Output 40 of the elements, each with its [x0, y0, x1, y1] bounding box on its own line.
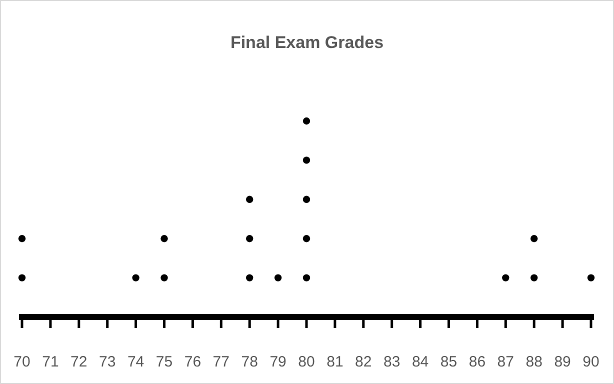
- point: [18, 274, 26, 282]
- x-tick-label: 90: [582, 354, 600, 371]
- x-tick-label: 79: [270, 354, 286, 371]
- point: [302, 274, 310, 282]
- point: [160, 274, 168, 282]
- point: [302, 235, 310, 242]
- x-tick-label: 83: [384, 354, 400, 371]
- point: [246, 196, 254, 203]
- x-tick-label: 80: [298, 354, 315, 371]
- x-tick-label: 81: [326, 354, 344, 371]
- point: [274, 274, 282, 282]
- x-tick-label: 82: [355, 354, 372, 371]
- x-tick-label: 77: [212, 354, 230, 371]
- x-tick-label: 88: [526, 354, 542, 371]
- x-tick-label: 73: [99, 354, 116, 371]
- point: [160, 235, 168, 242]
- point: [502, 274, 510, 282]
- point: [246, 274, 254, 282]
- point: [530, 274, 538, 282]
- x-tick-label: 71: [42, 354, 59, 371]
- x-tick-label: 87: [497, 354, 514, 371]
- point: [530, 235, 538, 242]
- point: [246, 235, 254, 242]
- x-tick-label: 74: [127, 354, 144, 371]
- x-tick-label: 76: [184, 354, 202, 371]
- point: [302, 156, 310, 164]
- x-tick-label: 86: [468, 354, 486, 371]
- x-tick-label: 70: [14, 354, 30, 371]
- x-tick-label: 85: [440, 354, 458, 371]
- x-tick-label: 72: [70, 354, 88, 371]
- x-tick-label: 75: [156, 354, 173, 371]
- x-tick-label: 84: [412, 354, 429, 371]
- chart-title: Final Exam Grades: [230, 33, 384, 52]
- point: [587, 274, 595, 282]
- x-tick-label: 78: [241, 354, 258, 371]
- point: [302, 196, 310, 203]
- point: [132, 274, 140, 282]
- point: [302, 117, 310, 125]
- point: [18, 235, 26, 242]
- x-tick-label: 89: [554, 354, 571, 371]
